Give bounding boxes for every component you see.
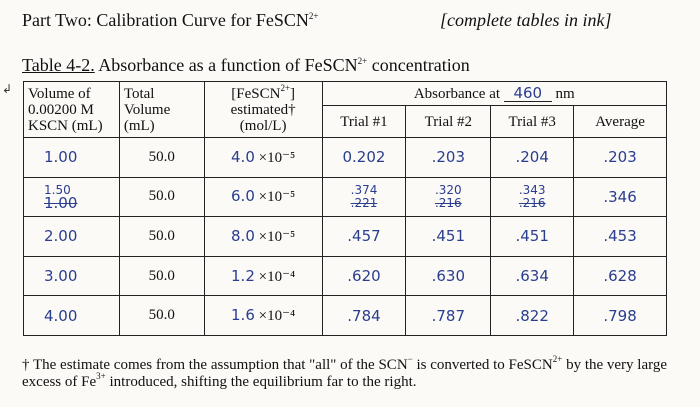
- header-average: Average: [573, 105, 667, 138]
- struck-value: 1.00: [44, 193, 78, 212]
- kscn-volume-cell: 2.00: [23, 216, 120, 257]
- part-title: Part Two: Calibration Curve for FeSCN2+: [22, 10, 319, 30]
- trial-1-cell: .784: [321, 295, 407, 336]
- trial-1-cell: .374.221: [321, 176, 407, 218]
- kscn-volume-cell: 4.00: [23, 295, 120, 336]
- average-cell: .628: [573, 255, 667, 297]
- total-volume-cell: 50.0: [118, 216, 205, 257]
- trial-2-cell: .630: [405, 255, 492, 297]
- wavelength-value: 460: [503, 85, 552, 102]
- complete-tables-note: [complete tables in ink]: [440, 10, 612, 30]
- trial-3-cell: .634: [490, 255, 575, 297]
- header-total-volume: Total Volume (mL): [118, 81, 205, 138]
- trial-1-cell: .620: [321, 255, 407, 297]
- trial-3-cell: .822: [490, 295, 575, 336]
- trial-2-cell: .787: [405, 295, 492, 336]
- table-caption: Table 4-2. Absorbance as a function of F…: [22, 55, 470, 75]
- header-trial-1: Trial #1: [321, 105, 407, 138]
- corrected-value: 1.50: [44, 182, 71, 197]
- table-row: 3.00 50.0 1.2 ×10⁻⁴ .620 .630 .634 .628: [23, 255, 667, 297]
- total-volume-cell: 50.0: [118, 255, 205, 297]
- concentration-cell: 8.0 ×10⁻⁵: [203, 216, 323, 257]
- table-row: 4.00 50.0 1.6 ×10⁻⁴ .784 .787 .822 .798: [23, 295, 667, 336]
- average-cell: .798: [573, 295, 667, 336]
- kscn-volume-cell: 1.00: [23, 137, 120, 178]
- trial-2-cell: .451: [405, 216, 492, 257]
- footnote: † The estimate comes from the assumption…: [22, 354, 667, 391]
- total-volume-cell: 50.0: [118, 137, 205, 178]
- average-cell: .453: [573, 216, 667, 257]
- trial-3-cell: .343.216: [490, 176, 575, 218]
- header-volume-kscn: Volume of 0.00200 M KSCN (mL): [23, 81, 120, 138]
- header-concentration: [FeSCN2+] estimated† (mol/L): [203, 81, 323, 138]
- trial-3-cell: .204: [490, 137, 575, 178]
- average-cell: .203: [573, 137, 667, 178]
- absorbance-table: Volume of 0.00200 M KSCN (mL) Total Volu…: [23, 81, 668, 336]
- concentration-cell: 6.0 ×10⁻⁵: [203, 176, 323, 218]
- total-volume-cell: 50.0: [118, 295, 205, 336]
- trial-1-cell: 0.202: [321, 137, 407, 178]
- concentration-cell: 1.2 ×10⁻⁴: [203, 255, 323, 297]
- concentration-cell: 4.0 ×10⁻⁵: [203, 137, 323, 178]
- header-trial-2: Trial #2: [405, 105, 492, 138]
- trial-2-cell: .203: [405, 137, 492, 178]
- table-row: 1.50 1.00 50.0 6.0 ×10⁻⁵ .374.221 .320.21…: [23, 176, 667, 218]
- trial-1-cell: .457: [321, 216, 407, 257]
- kscn-volume-cell: 1.50 1.00: [23, 176, 120, 218]
- concentration-cell: 1.6 ×10⁻⁴: [203, 295, 323, 336]
- table-row: 2.00 50.0 8.0 ×10⁻⁵ .457 .451 .451 .453: [23, 216, 667, 257]
- table-row: 1.00 50.0 4.0 ×10⁻⁵ 0.202 .203 .204 .203: [23, 137, 667, 178]
- header-absorbance: Absorbance at 460 nm: [321, 81, 668, 106]
- trial-3-cell: .451: [490, 216, 575, 257]
- margin-pen-mark: ↲: [2, 82, 13, 96]
- header-trial-3: Trial #3: [490, 105, 575, 138]
- total-volume-cell: 50.0: [118, 176, 205, 218]
- kscn-volume-cell: 3.00: [23, 255, 120, 297]
- average-cell: .346: [573, 176, 667, 218]
- trial-2-cell: .320.216: [405, 176, 492, 218]
